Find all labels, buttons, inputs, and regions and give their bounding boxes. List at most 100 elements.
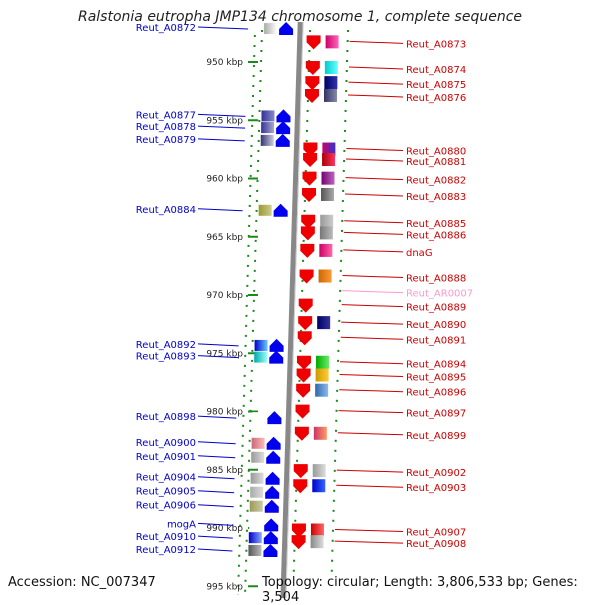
right-gene-label[interactable]: Reut_A0908 bbox=[406, 539, 466, 550]
left-gene-label[interactable]: Reut_A0904 bbox=[136, 473, 196, 484]
left-gene-label[interactable]: Reut_A0879 bbox=[136, 135, 196, 146]
right-gene-arrow[interactable] bbox=[296, 368, 311, 383]
right-gene-swatch bbox=[323, 88, 337, 102]
right-gene-arrow[interactable] bbox=[303, 153, 318, 168]
right-gene-label[interactable]: Reut_A0881 bbox=[406, 157, 466, 168]
right-gene-arrow[interactable] bbox=[291, 535, 306, 550]
left-gene-arrow[interactable] bbox=[273, 203, 288, 217]
right-gene-arrow[interactable] bbox=[295, 404, 310, 419]
right-gene-label[interactable]: Reut_A0883 bbox=[406, 192, 466, 203]
right-gene-label[interactable]: Reut_A0896 bbox=[406, 388, 466, 399]
left-gene-arrow[interactable] bbox=[265, 485, 280, 499]
left-gene-swatch bbox=[264, 23, 278, 35]
right-gene-label[interactable]: Reut_A0891 bbox=[406, 335, 466, 346]
left-gene-arrow[interactable] bbox=[263, 531, 278, 545]
left-gene-arrow[interactable] bbox=[269, 338, 284, 352]
right-gene-swatch bbox=[314, 404, 328, 418]
left-gene-label[interactable]: Reut_A0901 bbox=[136, 452, 196, 463]
right-gene-arrow[interactable] bbox=[298, 316, 313, 331]
right-gene-label[interactable]: Reut_A0875 bbox=[406, 80, 466, 91]
right-gene-arrow[interactable] bbox=[293, 464, 308, 479]
right-gene-arrow[interactable] bbox=[306, 35, 321, 50]
left-gene-arrow[interactable] bbox=[266, 436, 281, 450]
left-gene-leader bbox=[197, 504, 234, 508]
right-gene-label[interactable]: Reut_A0886 bbox=[406, 230, 466, 241]
right-gene-arrow[interactable] bbox=[299, 269, 314, 284]
left-gene-label[interactable]: Reut_A0900 bbox=[136, 438, 196, 449]
left-gene-arrow[interactable] bbox=[267, 411, 282, 425]
lane-dots-1 bbox=[244, 29, 263, 596]
left-gene-arrow[interactable] bbox=[265, 471, 280, 485]
left-gene-label[interactable]: Reut_A0905 bbox=[136, 487, 196, 498]
right-gene-label[interactable]: Reut_A0890 bbox=[406, 320, 466, 331]
left-gene-label[interactable]: Reut_A0878 bbox=[136, 122, 196, 133]
right-gene-label[interactable]: Reut_A0873 bbox=[406, 39, 466, 50]
right-gene-arrow[interactable] bbox=[291, 523, 306, 538]
left-gene-arrow[interactable] bbox=[264, 499, 279, 513]
right-gene-label[interactable]: Reut_A0894 bbox=[406, 360, 466, 371]
left-gene-leader bbox=[197, 441, 236, 445]
right-gene-arrow[interactable] bbox=[293, 479, 308, 494]
right-gene-label[interactable]: Reut_A0903 bbox=[406, 483, 466, 494]
right-gene-label[interactable]: Reut_A0888 bbox=[406, 274, 466, 285]
right-gene-label[interactable]: Reut_A0889 bbox=[406, 303, 466, 314]
right-gene-label[interactable]: Reut_A0885 bbox=[406, 219, 466, 230]
right-gene-leader bbox=[346, 148, 404, 152]
left-gene-arrow[interactable] bbox=[266, 450, 281, 464]
right-gene-leader bbox=[348, 66, 404, 70]
right-gene-arrow[interactable] bbox=[298, 298, 313, 313]
left-gene-label[interactable]: Reut_A0877 bbox=[136, 110, 196, 121]
left-gene-label[interactable]: Reut_A0906 bbox=[136, 501, 196, 512]
left-gene-label[interactable]: Reut_A0872 bbox=[136, 23, 196, 34]
right-gene-label[interactable]: Reut_A0897 bbox=[406, 409, 466, 420]
right-gene-label[interactable]: Reut_A0880 bbox=[406, 147, 466, 158]
right-gene-arrow[interactable] bbox=[301, 214, 316, 229]
right-gene-arrow[interactable] bbox=[305, 60, 320, 75]
left-gene-arrow[interactable] bbox=[264, 518, 279, 532]
right-gene-arrow[interactable] bbox=[294, 426, 309, 441]
left-gene-label[interactable]: Reut_A0884 bbox=[136, 205, 196, 216]
right-gene-swatch bbox=[310, 535, 324, 549]
right-gene-label[interactable]: Reut_AR0007 bbox=[406, 289, 473, 300]
right-gene-label[interactable]: Reut_A0876 bbox=[406, 93, 466, 104]
chromosome-axis bbox=[280, 21, 303, 599]
left-gene-label[interactable]: Reut_A0910 bbox=[136, 532, 196, 543]
left-gene-arrow[interactable] bbox=[276, 109, 291, 123]
left-gene-label[interactable]: mogA bbox=[167, 519, 196, 530]
right-gene-label[interactable]: Reut_A0899 bbox=[406, 431, 466, 442]
right-gene-label[interactable]: Reut_A0907 bbox=[406, 527, 466, 538]
left-gene-label[interactable]: Reut_A0892 bbox=[136, 340, 196, 351]
right-gene-label[interactable]: Reut_A0882 bbox=[406, 176, 466, 187]
right-gene-arrow[interactable] bbox=[296, 383, 311, 398]
left-gene-leader bbox=[197, 522, 234, 526]
right-gene-arrow[interactable] bbox=[300, 243, 315, 258]
right-gene-arrow[interactable] bbox=[302, 171, 317, 186]
right-gene-leader bbox=[347, 94, 404, 98]
right-gene-label[interactable]: Reut_A0902 bbox=[406, 468, 466, 479]
right-gene-arrow[interactable] bbox=[304, 88, 319, 103]
left-gene-arrow[interactable] bbox=[269, 350, 284, 364]
left-gene-arrow[interactable] bbox=[276, 121, 291, 135]
left-gene-arrow[interactable] bbox=[279, 22, 294, 36]
right-gene-swatch bbox=[318, 269, 332, 283]
right-gene-swatch bbox=[310, 523, 324, 537]
right-gene-leader bbox=[341, 321, 404, 325]
left-gene-label[interactable]: Reut_A0898 bbox=[136, 412, 196, 423]
right-gene-label[interactable]: Reut_A0874 bbox=[406, 65, 466, 76]
right-gene-arrow[interactable] bbox=[302, 187, 317, 202]
right-gene-label[interactable]: dnaG bbox=[406, 248, 433, 259]
right-gene-arrow[interactable] bbox=[300, 226, 315, 241]
right-gene-swatch bbox=[317, 298, 331, 312]
left-gene-arrow[interactable] bbox=[263, 543, 278, 557]
left-gene-swatch bbox=[250, 472, 264, 484]
right-gene-arrow[interactable] bbox=[305, 76, 320, 91]
right-gene-arrow[interactable] bbox=[297, 331, 312, 346]
left-gene-label[interactable]: Reut_A0912 bbox=[136, 545, 196, 556]
right-gene-label[interactable]: Reut_A0895 bbox=[406, 373, 466, 384]
right-gene-leader bbox=[341, 304, 404, 308]
left-gene-label[interactable]: Reut_A0893 bbox=[136, 352, 196, 363]
right-gene-arrow[interactable] bbox=[296, 355, 311, 370]
right-gene-swatch bbox=[322, 142, 336, 156]
left-gene-arrow[interactable] bbox=[275, 133, 290, 147]
